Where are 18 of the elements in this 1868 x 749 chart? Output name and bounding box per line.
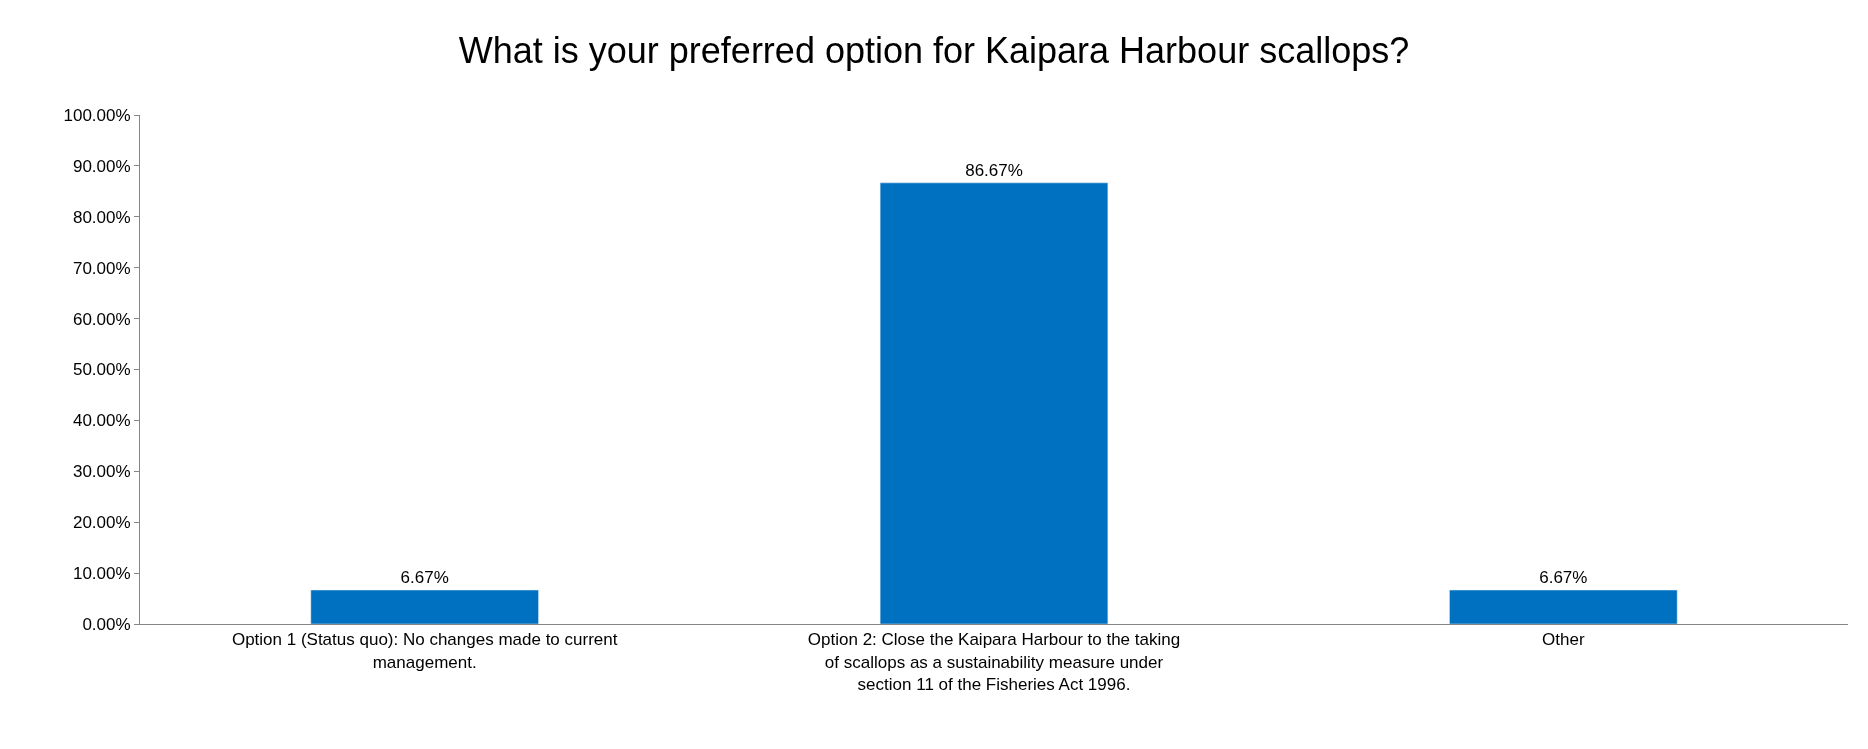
x-tick-label: Option 2: Close the Kaipara Harbour to the taking of scallops as a sustainability measure under section 11 of the Fisheries Act 1996. bbox=[807, 630, 1181, 694]
y-tick-label: 20.00% bbox=[72, 513, 131, 533]
x-tick-label: Other bbox=[1542, 630, 1585, 650]
y-tick-label: 50.00% bbox=[72, 360, 131, 380]
chart-title: What is your preferred option for Kaipara Harbour scallops? bbox=[458, 29, 1410, 71]
x-tick-label: Option 1 (Status quo): No changes made to current management. bbox=[231, 630, 618, 672]
y-tick-label: 10.00% bbox=[72, 564, 131, 584]
y-tick-label: 100.00% bbox=[63, 105, 131, 125]
data-label: 86.67% bbox=[965, 160, 1023, 180]
data-label: 6.67% bbox=[400, 568, 449, 588]
y-tick-label: 60.00% bbox=[72, 309, 131, 329]
y-tick-label: 0.00% bbox=[82, 614, 131, 634]
data-label: 6.67% bbox=[1539, 568, 1588, 588]
y-tick-label: 70.00% bbox=[72, 258, 131, 278]
y-tick-label: 80.00% bbox=[72, 207, 131, 227]
y-tick-label: 90.00% bbox=[72, 156, 131, 176]
y-tick-label: 30.00% bbox=[72, 462, 131, 482]
y-tick-label: 40.00% bbox=[72, 411, 131, 431]
